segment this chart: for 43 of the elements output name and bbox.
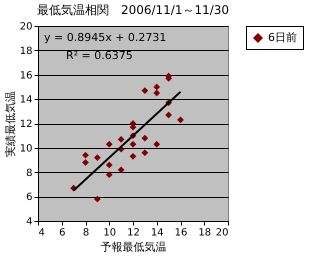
x-tick-label: 8 <box>82 228 90 238</box>
y-axis-title: 実績最低気温 <box>4 91 17 157</box>
x-tick-label: 14 <box>150 228 164 238</box>
point <box>106 171 113 178</box>
point <box>106 140 113 148</box>
annotation: R² = 0.6375 <box>66 49 133 62</box>
x-tick-label: 4 <box>38 228 45 238</box>
y-tick-label: 20 <box>20 22 32 32</box>
point <box>153 140 160 148</box>
x-tick-label: 16 <box>174 228 188 238</box>
y-tick-label: 12 <box>20 119 32 130</box>
y-tick-label: 16 <box>20 70 32 82</box>
chart-title: 最低気温相関 2006/11/1～11/30 <box>36 3 230 17</box>
point <box>177 116 184 124</box>
legend-label: 6日前 <box>268 31 297 44</box>
point <box>118 166 124 174</box>
y-tick-label: 10 <box>20 143 32 154</box>
annotation: y = 0.8945x + 0.2731 <box>44 31 166 44</box>
x-tick-label: 20 <box>216 228 228 238</box>
point <box>82 159 89 166</box>
x-tick-label: 18 <box>198 228 212 238</box>
x-axis-title: 予報最低気温 <box>100 240 166 254</box>
point <box>153 90 160 96</box>
point <box>82 152 89 159</box>
point <box>94 196 101 202</box>
point <box>130 153 136 160</box>
point <box>118 136 124 143</box>
point <box>142 134 148 142</box>
point <box>130 140 136 148</box>
point <box>153 84 160 90</box>
y-tick-label: 8 <box>26 168 32 179</box>
point <box>142 87 148 94</box>
point <box>94 154 101 161</box>
x-tick-label: 6 <box>59 228 66 238</box>
y-tick-label: 18 <box>20 46 32 57</box>
y-tick-label: 14 <box>20 94 32 106</box>
x-tick-label: 12 <box>127 228 140 238</box>
x-tick-label: 10 <box>103 228 116 238</box>
point <box>106 162 113 168</box>
point <box>142 149 148 156</box>
y-tick-label: 6 <box>26 192 32 204</box>
point <box>165 112 172 118</box>
y-tick-label: 4 <box>26 216 32 228</box>
